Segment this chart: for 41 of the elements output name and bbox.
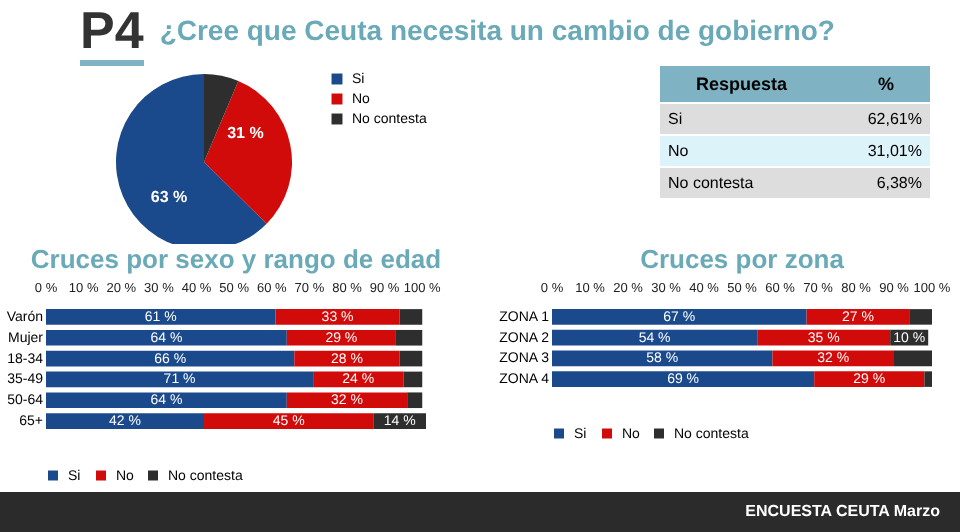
text: 62,61% xyxy=(867,110,922,128)
text: % xyxy=(877,74,894,94)
text: P4 xyxy=(80,0,144,66)
chart-title: Cruces por sexo y rango de edad xyxy=(30,244,442,274)
bar xyxy=(395,329,423,346)
pie-slice xyxy=(116,74,267,250)
bar xyxy=(806,309,910,325)
bar xyxy=(46,309,276,325)
text: No contesta xyxy=(668,174,754,192)
text: Si xyxy=(668,110,683,128)
bar xyxy=(552,309,807,325)
bar xyxy=(407,392,423,409)
bar xyxy=(924,371,932,387)
text: 6,38% xyxy=(876,174,922,192)
bar xyxy=(286,329,396,346)
pie-slice xyxy=(204,80,292,224)
bar xyxy=(552,371,815,387)
bar xyxy=(403,371,423,388)
text: 31,01% xyxy=(867,142,922,160)
text: ENCUESTA CEUTA Marzo xyxy=(0,492,960,532)
bar xyxy=(286,392,408,409)
text: No xyxy=(668,142,689,160)
bar xyxy=(275,309,400,325)
chart-title: Cruces por zona xyxy=(640,244,846,274)
bar xyxy=(552,350,773,367)
bar xyxy=(814,371,925,387)
text: Respuesta xyxy=(696,74,788,94)
text: ¿Cree que Ceuta necesita un cambio de gobierno? xyxy=(159,13,835,45)
bar xyxy=(46,350,295,367)
data-label: 63 % xyxy=(150,187,188,206)
bar xyxy=(909,309,932,325)
bar xyxy=(399,350,423,367)
bar xyxy=(552,329,758,346)
bar xyxy=(46,413,205,429)
bar xyxy=(46,329,287,346)
bar xyxy=(399,309,423,325)
data-label: 31 % xyxy=(227,123,264,142)
bar xyxy=(46,371,314,388)
bar xyxy=(46,392,287,409)
bar xyxy=(204,413,374,429)
bar xyxy=(894,350,932,367)
